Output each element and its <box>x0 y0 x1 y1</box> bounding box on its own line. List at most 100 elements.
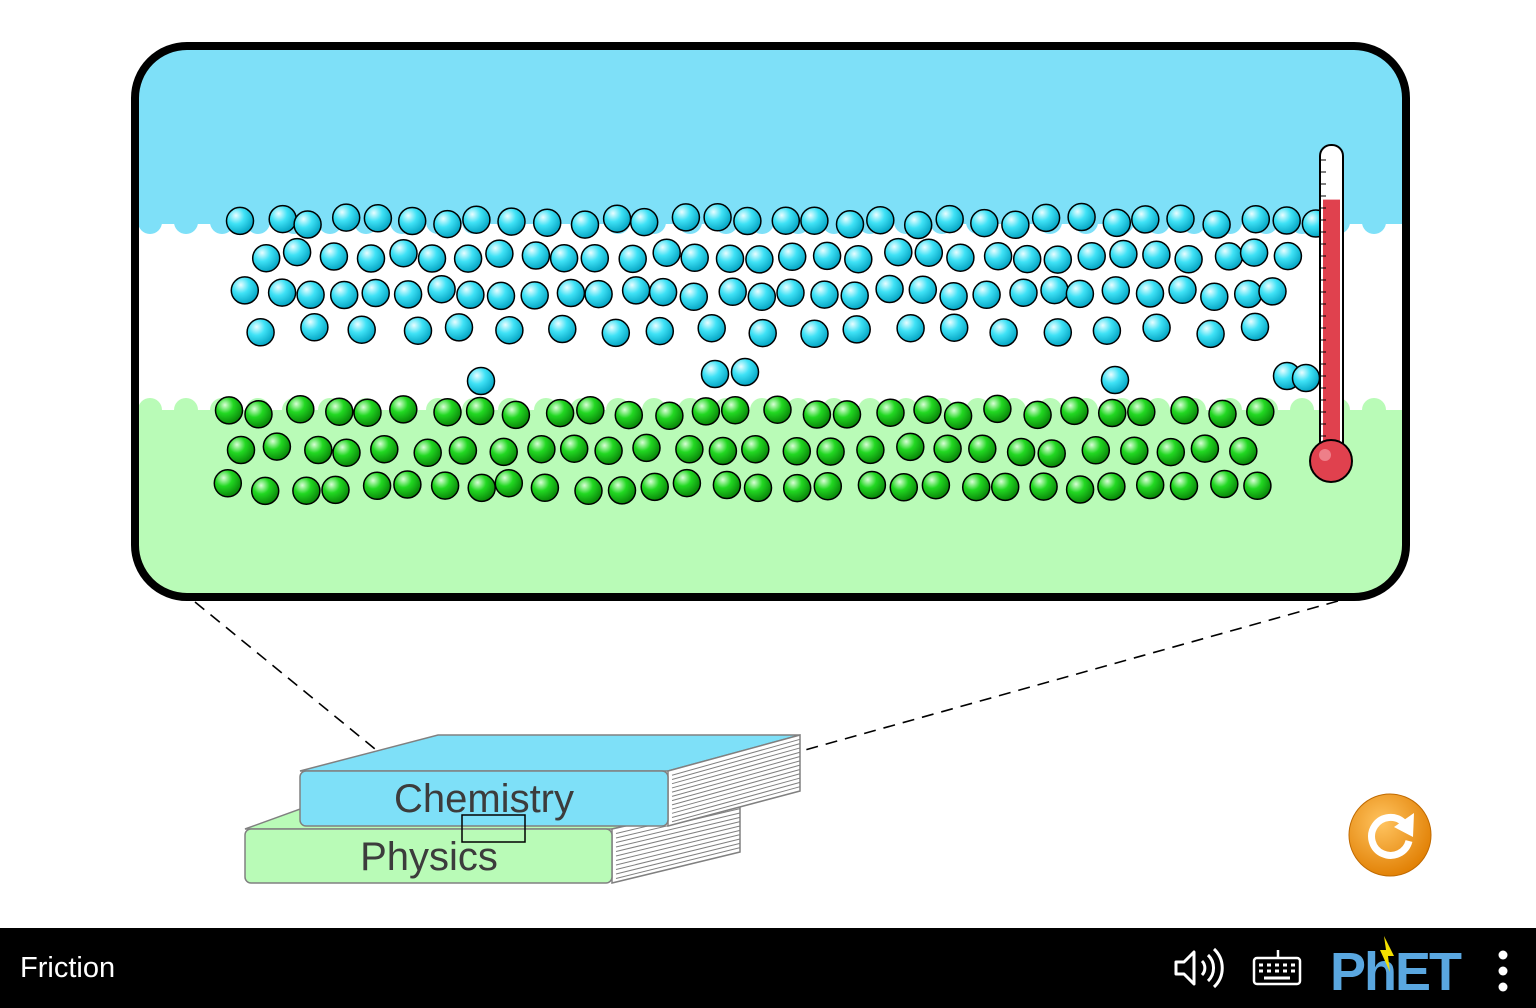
physics-atom <box>1081 436 1111 465</box>
vertical-dots-icon[interactable] <box>1498 950 1508 992</box>
physics-atom <box>1208 399 1237 429</box>
physics-atom <box>1170 396 1199 425</box>
physics-atom <box>413 438 442 468</box>
chemistry-atom <box>268 204 297 234</box>
chemistry-atom <box>1273 241 1303 271</box>
chemistry-atom <box>397 206 427 236</box>
physics-atom <box>214 396 244 425</box>
thermometer-ticks <box>1320 159 1326 437</box>
physics-atom <box>983 394 1012 424</box>
chemistry-atom <box>495 315 524 345</box>
chemistry-atom <box>679 282 709 312</box>
chemistry-atom <box>1239 238 1269 267</box>
physics-atom <box>672 468 702 498</box>
chemistry-atom <box>1272 206 1301 235</box>
physics-atom <box>632 433 661 463</box>
physics-atom <box>1156 437 1186 467</box>
physics-atom <box>1169 471 1199 501</box>
chemistry-atom <box>700 359 730 389</box>
physics-atom <box>896 432 925 462</box>
physics-atom <box>990 472 1020 502</box>
chemistry-atom <box>1131 205 1160 234</box>
physics-atom <box>857 470 887 500</box>
chemistry-atom <box>652 238 681 267</box>
chemistry-atom <box>363 204 393 233</box>
physics-atom <box>1037 439 1066 468</box>
sim-title: Friction <box>20 952 116 984</box>
chemistry-atom <box>800 319 829 349</box>
physics-atom <box>545 398 575 428</box>
physics-atom <box>1135 470 1165 500</box>
chemistry-atom <box>580 243 610 273</box>
physics-atom <box>832 400 862 429</box>
physics-atom <box>1210 469 1239 499</box>
physics-atom <box>304 435 333 465</box>
physics-atom <box>1029 472 1058 501</box>
chemistry-atom <box>1168 275 1197 305</box>
physics-atom <box>430 471 460 500</box>
chemistry-atom <box>433 209 462 239</box>
chemistry-atom <box>645 316 675 346</box>
physics-atom <box>876 398 905 427</box>
physics-atom <box>741 434 770 464</box>
chemistry-atom <box>1291 363 1321 393</box>
chemistry-book[interactable]: Chemistry <box>299 734 801 827</box>
chemistry-atom <box>1065 279 1095 309</box>
reset-all-button[interactable] <box>1348 793 1432 877</box>
chemistry-atom <box>703 203 732 232</box>
physics-atom <box>913 395 942 425</box>
thermometer <box>1309 144 1353 483</box>
physics-atom <box>1190 434 1220 463</box>
chemistry-atom <box>1109 239 1138 269</box>
physics-atom <box>467 473 496 503</box>
chemistry-atom <box>549 243 579 273</box>
book-stack[interactable]: Physics Chemistry <box>244 734 801 884</box>
reset-arrow-icon <box>1368 813 1414 859</box>
chemistry-atom <box>680 243 709 273</box>
physics-atom <box>691 397 721 426</box>
physics-atom <box>325 397 354 426</box>
chemistry-atom <box>1241 204 1271 234</box>
physics-atom <box>1127 397 1156 427</box>
physics-atom <box>816 437 845 466</box>
chemistry-atom <box>745 245 774 274</box>
chemistry-atom <box>403 316 433 345</box>
phet-logo[interactable]: PhET <box>1330 936 1464 1002</box>
chemistry-atom <box>903 210 933 240</box>
chemistry-atom <box>329 280 359 310</box>
chemistry-atom <box>251 243 281 273</box>
physics-atom <box>743 473 773 503</box>
keyboard-icon[interactable] <box>1252 950 1302 986</box>
chemistry-atom <box>466 366 496 396</box>
chemistry-atoms[interactable] <box>225 202 1331 396</box>
physics-atom <box>655 401 684 431</box>
chemistry-atom <box>601 318 631 348</box>
chemistry-atom <box>319 242 349 271</box>
chemistry-atom <box>532 208 562 237</box>
physics-atom <box>362 471 392 501</box>
chemistry-atom <box>835 210 865 239</box>
physics-atom <box>1243 471 1272 501</box>
physics-atom <box>675 435 704 464</box>
chemistry-atom <box>444 313 474 342</box>
chemistry-atom <box>570 210 600 239</box>
chemistry-atom <box>1196 319 1225 349</box>
chemistry-atom <box>747 282 777 312</box>
physics-atom <box>389 395 418 424</box>
chemistry-atom <box>983 241 1013 271</box>
top-surface-bumps <box>138 210 1386 234</box>
physics-atom <box>1006 437 1036 467</box>
chemistry-atom <box>946 243 975 272</box>
physics-atom <box>494 468 524 498</box>
chemistry-atom <box>648 277 678 307</box>
physics-atom <box>370 434 399 464</box>
chemistry-atom <box>777 242 807 272</box>
physics-atoms[interactable] <box>213 394 1275 506</box>
chemistry-atom <box>730 357 760 387</box>
speaker-icon[interactable] <box>1174 947 1224 989</box>
chemistry-atom <box>1142 240 1171 269</box>
chemistry-atom <box>972 280 1001 310</box>
physics-atom <box>321 475 350 505</box>
chemistry-atom <box>1043 245 1073 274</box>
chemistry-atom <box>1102 208 1132 238</box>
